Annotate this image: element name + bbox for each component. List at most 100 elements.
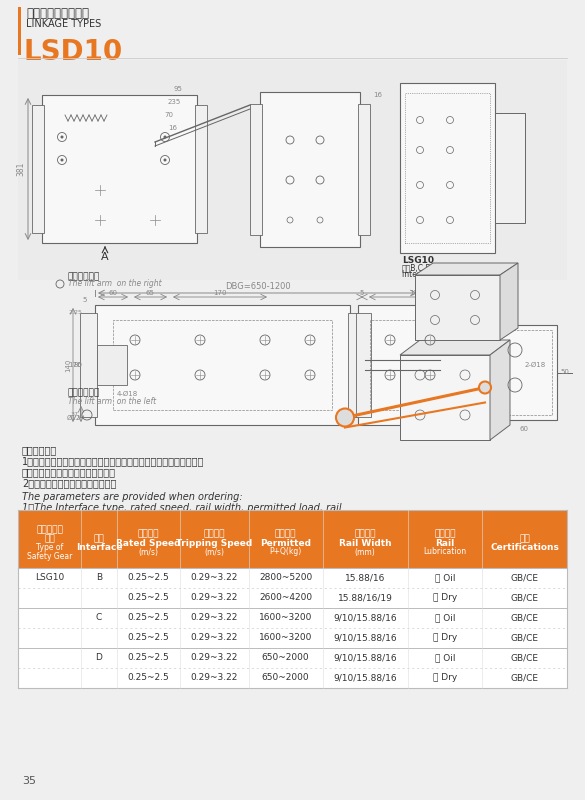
Text: 导轨宽度: 导轨宽度 <box>355 530 376 538</box>
Text: 4-Ø18: 4-Ø18 <box>117 391 138 397</box>
Text: 配套安全钳: 配套安全钳 <box>36 525 63 534</box>
Text: Interface: Interface <box>75 543 122 552</box>
Bar <box>358 305 488 425</box>
Bar <box>18 628 567 648</box>
Text: B: B <box>96 574 102 582</box>
Text: Certifications: Certifications <box>490 543 559 552</box>
Circle shape <box>336 409 354 426</box>
Bar <box>400 83 495 253</box>
Text: GB/CE: GB/CE <box>511 574 538 582</box>
Text: A: A <box>498 281 506 291</box>
Text: C: C <box>96 614 102 622</box>
Text: 0.25~2.5: 0.25~2.5 <box>128 614 169 622</box>
Text: 9/10/15.88/16: 9/10/15.88/16 <box>333 614 397 622</box>
Text: 15.88/16/19: 15.88/16/19 <box>338 594 393 602</box>
Text: Type of: Type of <box>36 543 63 552</box>
Polygon shape <box>415 263 518 275</box>
Bar <box>18 510 567 568</box>
Text: 9/10/15.88/16: 9/10/15.88/16 <box>333 654 397 662</box>
Text: 650~2000: 650~2000 <box>262 654 309 662</box>
Text: 2．开关类型：自动复位（选配）。: 2．开关类型：自动复位（选配）。 <box>22 478 116 488</box>
Text: (m/s): (m/s) <box>204 547 224 557</box>
Text: 0.29~3.22: 0.29~3.22 <box>191 594 238 602</box>
Bar <box>42 95 197 243</box>
Text: LSG10: LSG10 <box>402 256 434 265</box>
Text: 5: 5 <box>83 297 87 303</box>
Bar <box>250 104 262 235</box>
Text: 提拉臂在左侧: 提拉臂在左侧 <box>68 388 100 397</box>
Bar <box>475 313 490 417</box>
Text: 2-Ø18: 2-Ø18 <box>525 362 546 368</box>
Text: 60: 60 <box>520 426 529 432</box>
Text: Ø12: Ø12 <box>67 415 81 421</box>
Bar <box>358 104 370 235</box>
Text: GB/CE: GB/CE <box>511 634 538 642</box>
Text: 干 Dry: 干 Dry <box>433 674 457 682</box>
Text: 干 Dry: 干 Dry <box>433 594 457 602</box>
Text: 0.25~2.5: 0.25~2.5 <box>128 574 169 582</box>
Text: P+Q(kg): P+Q(kg) <box>270 547 302 557</box>
Text: 60: 60 <box>108 290 118 296</box>
Bar <box>492 325 557 420</box>
Text: 0.25~2.5: 0.25~2.5 <box>128 674 169 682</box>
Bar <box>95 305 350 425</box>
Bar <box>495 113 525 223</box>
Text: LSD10: LSD10 <box>24 38 123 66</box>
Text: Lubrication: Lubrication <box>424 547 466 557</box>
Bar <box>497 330 552 415</box>
Text: GB/CE: GB/CE <box>511 614 538 622</box>
Text: 9/10/15.88/16: 9/10/15.88/16 <box>333 634 397 642</box>
Circle shape <box>163 135 167 138</box>
Text: Tripping Speed: Tripping Speed <box>176 538 252 547</box>
Text: 0.29~3.22: 0.29~3.22 <box>191 634 238 642</box>
Text: Permitted: Permitted <box>260 538 311 547</box>
Text: 0.29~3.22: 0.29~3.22 <box>191 574 238 582</box>
Text: 235: 235 <box>168 99 181 105</box>
Text: 35: 35 <box>22 776 36 786</box>
Text: 0.25~2.5: 0.25~2.5 <box>128 654 169 662</box>
Text: 1．The Interface type, rated speed, rail width, permitted load, rail: 1．The Interface type, rated speed, rail … <box>22 503 342 513</box>
Text: 接口B,C,D: 接口B,C,D <box>402 263 432 272</box>
Text: LINKAGE TYPES: LINKAGE TYPES <box>26 19 101 29</box>
Text: 2.25: 2.25 <box>68 310 82 315</box>
Text: 允许质量: 允许质量 <box>275 530 297 538</box>
Text: DBG=650-1200: DBG=650-1200 <box>225 282 290 291</box>
Text: Safety Gear: Safety Gear <box>27 552 73 561</box>
Text: LSG10: LSG10 <box>35 574 64 582</box>
Text: (m/s): (m/s) <box>139 547 159 557</box>
Bar <box>348 313 365 417</box>
Text: 1．接口类型、额定速度、导轨宽度、允许质量、导轨润滑状况、导轨: 1．接口类型、额定速度、导轨宽度、允许质量、导轨润滑状况、导轨 <box>22 456 204 466</box>
Text: Interface B,C,D: Interface B,C,D <box>402 270 460 279</box>
Text: 触发速度: 触发速度 <box>204 530 225 538</box>
Text: 0.25~2.5: 0.25~2.5 <box>128 634 169 642</box>
Text: (mm): (mm) <box>355 547 376 557</box>
Bar <box>260 92 360 247</box>
Bar <box>18 588 567 608</box>
Text: 认证: 认证 <box>519 534 530 543</box>
Text: 2600~4200: 2600~4200 <box>259 594 312 602</box>
Text: 0.25~2.5: 0.25~2.5 <box>128 594 169 602</box>
Bar <box>370 320 476 410</box>
Text: 50: 50 <box>560 370 569 375</box>
Text: lubrication, DBG,left lifting or right lifting and certifications type.: lubrication, DBG,left lifting or right l… <box>22 514 339 524</box>
Text: 170: 170 <box>214 290 227 296</box>
Bar <box>18 648 567 668</box>
Bar <box>405 93 490 243</box>
Circle shape <box>163 158 167 162</box>
Text: 油 Oil: 油 Oil <box>435 574 455 582</box>
Text: 额定速度: 额定速度 <box>137 530 159 538</box>
Text: 140: 140 <box>65 358 71 372</box>
Bar <box>18 7 21 55</box>
Bar <box>80 313 97 417</box>
Text: 安全钳联动机构样式: 安全钳联动机构样式 <box>26 7 89 20</box>
Bar <box>18 60 567 280</box>
Text: Rail Width: Rail Width <box>339 538 391 547</box>
Text: 650~2000: 650~2000 <box>262 674 309 682</box>
Text: 170: 170 <box>410 290 423 296</box>
Bar <box>195 105 207 233</box>
Text: 订购时提供：: 订购时提供： <box>22 445 57 455</box>
Circle shape <box>479 382 491 394</box>
Bar <box>356 313 371 417</box>
Circle shape <box>60 158 64 162</box>
Text: The lift arm  on the right: The lift arm on the right <box>68 279 161 288</box>
